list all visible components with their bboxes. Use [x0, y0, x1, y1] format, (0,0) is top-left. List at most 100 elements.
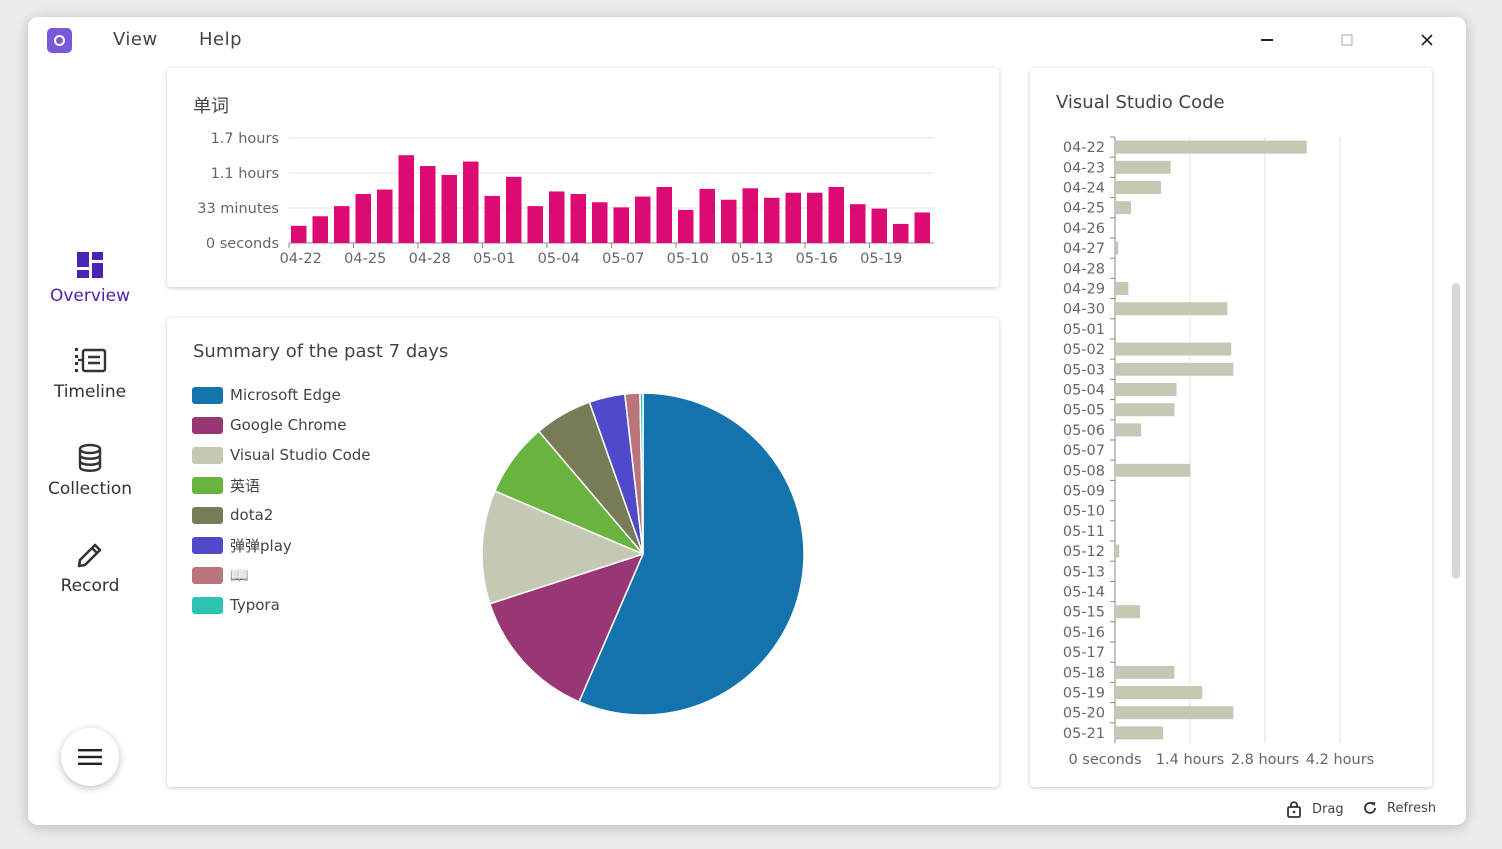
bar	[1116, 706, 1234, 720]
bar	[291, 225, 307, 243]
legend-item[interactable]: 📖	[192, 560, 371, 590]
y-tick-label: 05-21	[1063, 726, 1105, 742]
pie-legend: Microsoft Edge Google Chrome Visual Stud…	[192, 380, 371, 620]
bar	[1116, 544, 1120, 558]
bar	[1116, 140, 1307, 154]
word-chart-card: 单词 0 seconds 33 minutes 1.1 hours 1.7 hours…	[167, 68, 999, 287]
x-tick-label: 05-01	[473, 251, 515, 267]
y-tick-label: 05-12	[1063, 544, 1105, 560]
bar	[893, 223, 909, 243]
pie-slice	[481, 490, 644, 605]
legend-swatch	[192, 506, 223, 524]
hamburger-icon	[78, 749, 102, 765]
y-tick-label: 05-16	[1063, 625, 1105, 641]
database-icon	[78, 443, 102, 472]
close-button[interactable]	[1413, 29, 1441, 51]
x-tick-label: 0 seconds	[1068, 752, 1141, 768]
menu-help[interactable]: Help	[199, 29, 243, 50]
y-tick-label: 04-26	[1063, 221, 1105, 237]
dashboard-icon	[77, 252, 103, 278]
minimize-icon	[1261, 39, 1273, 41]
bar	[699, 188, 715, 243]
bar	[871, 208, 887, 243]
legend-item[interactable]: Visual Studio Code	[192, 440, 371, 470]
y-tick-label: 04-30	[1063, 302, 1105, 318]
menu-view[interactable]: View	[113, 29, 158, 50]
legend-label: dota2	[230, 506, 274, 524]
menu-fab-button[interactable]	[61, 728, 119, 786]
summary-card: Summary of the past 7 days Microsoft Edg…	[167, 318, 999, 787]
legend-item[interactable]: Microsoft Edge	[192, 380, 371, 410]
sidebar-item-timeline[interactable]: Timeline	[28, 346, 152, 402]
bar	[506, 176, 522, 243]
legend-item[interactable]: Typora	[192, 590, 371, 620]
y-tick-label: 1.7 hours	[211, 131, 279, 147]
y-tick-label: 05-18	[1063, 665, 1105, 681]
legend-label: 英语	[230, 476, 261, 495]
app-logo-icon	[47, 28, 72, 53]
maximize-button[interactable]	[1333, 29, 1361, 51]
legend-label: Visual Studio Code	[230, 446, 371, 464]
summary-card-title: Summary of the past 7 days	[193, 341, 449, 362]
drag-button[interactable]: Drag	[1286, 800, 1344, 818]
bar	[355, 194, 371, 243]
legend-item[interactable]: 弹弹play	[192, 530, 371, 560]
x-tick-label: 05-19	[860, 251, 902, 267]
bar	[1116, 605, 1141, 619]
word-bar-chart: 0 seconds 33 minutes 1.1 hours 1.7 hours 04-…	[197, 131, 934, 267]
sidebar: Overview Timeline Collection	[28, 63, 152, 825]
legend-item[interactable]: 英语	[192, 470, 371, 500]
bar	[1116, 665, 1175, 679]
bar	[441, 174, 457, 243]
bar	[1116, 302, 1228, 316]
word-card-title: 单词	[193, 96, 229, 117]
x-tick-label: 05-16	[796, 251, 838, 267]
x-tick-label: 05-13	[731, 251, 773, 267]
pencil-icon	[77, 543, 102, 568]
y-tick-label: 04-29	[1063, 282, 1105, 298]
y-tick-label: 05-17	[1063, 645, 1105, 661]
vscode-chart-card: Visual Studio Code 0 seconds 1.4 hours 2.8…	[1030, 68, 1432, 787]
bar	[1116, 181, 1161, 194]
bar	[742, 188, 758, 243]
x-tick-label: 1.4 hours	[1156, 752, 1224, 768]
x-tick-label: 04-28	[409, 251, 451, 267]
bar	[1116, 383, 1177, 396]
bar	[592, 202, 608, 243]
y-tick-label: 05-05	[1063, 403, 1105, 419]
bar	[914, 212, 930, 243]
bar	[1116, 282, 1129, 295]
bar	[484, 195, 500, 243]
y-tick-label: 05-02	[1063, 342, 1105, 358]
legend-item[interactable]: dota2	[192, 500, 371, 530]
bar	[1116, 686, 1203, 699]
legend-swatch	[192, 416, 223, 434]
vscode-card-title: Visual Studio Code	[1056, 92, 1225, 113]
x-tick-label: 05-04	[538, 251, 580, 267]
bar	[527, 206, 543, 243]
maximize-icon	[1341, 34, 1353, 46]
y-tick-label: 05-04	[1063, 383, 1105, 399]
minimize-button[interactable]	[1253, 29, 1281, 51]
sidebar-item-collection[interactable]: Collection	[28, 443, 152, 499]
y-tick-label: 05-08	[1063, 463, 1105, 479]
bar	[1116, 726, 1164, 740]
title-bar[interactable]: View Help	[28, 17, 1466, 63]
y-tick-label: 05-01	[1063, 322, 1105, 338]
legend-swatch	[192, 566, 223, 584]
bar	[1116, 241, 1119, 255]
bar	[785, 192, 801, 243]
y-tick-label: 05-13	[1063, 564, 1105, 580]
y-tick-label: 05-11	[1063, 524, 1105, 540]
pie-slice	[578, 392, 805, 716]
legend-item[interactable]: Google Chrome	[192, 410, 371, 440]
legend-swatch	[192, 476, 223, 494]
drag-label: Drag	[1312, 801, 1344, 817]
sidebar-item-record[interactable]: Record	[28, 540, 152, 596]
legend-label: Microsoft Edge	[230, 386, 341, 404]
bar	[1116, 342, 1232, 356]
refresh-button[interactable]: Refresh	[1362, 800, 1436, 816]
scrollbar[interactable]	[1452, 283, 1460, 579]
sidebar-item-overview[interactable]: Overview	[28, 250, 152, 306]
bar	[764, 197, 780, 243]
